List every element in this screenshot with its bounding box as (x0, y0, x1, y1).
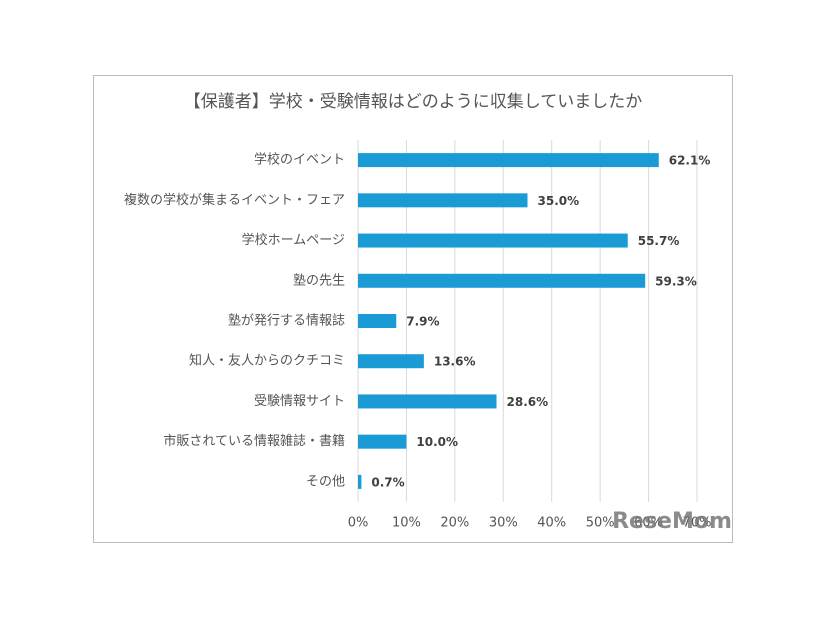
value-label: 59.3% (655, 274, 697, 288)
bar (358, 314, 397, 328)
x-tick-label: 40% (537, 516, 566, 531)
bar (358, 193, 528, 208)
y-tick-label: 塾の先生 (293, 272, 345, 288)
chart-title: 【保護者】学校・受験情報はどのように収集していましたか (184, 92, 643, 112)
value-label: 0.7% (371, 475, 404, 489)
value-label: 10.0% (416, 435, 458, 449)
x-tick-label: 50% (586, 516, 615, 531)
value-label: 28.6% (507, 395, 549, 409)
x-tick-label: 60% (634, 516, 663, 531)
bar (358, 434, 407, 449)
bar (358, 153, 659, 168)
x-tick-label: 70% (683, 516, 712, 531)
bar (358, 354, 424, 369)
bar (358, 273, 646, 288)
x-tick-label: 30% (489, 516, 518, 531)
y-tick-label: 学校のイベント (254, 152, 345, 168)
y-tick-label: 複数の学校が集まるイベント・フェア (124, 192, 345, 208)
y-tick-label: その他 (306, 474, 345, 489)
value-label: 62.1% (669, 154, 711, 168)
y-tick-label: 学校ホームページ (242, 232, 345, 248)
x-tick-label: 20% (440, 516, 469, 531)
value-label: 13.6% (434, 355, 476, 369)
y-tick-label: 受験情報サイト (254, 394, 345, 409)
bar (358, 474, 362, 489)
x-tick-label: 10% (392, 516, 421, 531)
bar (358, 394, 497, 409)
y-tick-label: 知人・友人からのクチコミ (189, 353, 345, 369)
bar (358, 233, 628, 248)
y-tick-label: 市販されている情報雑誌・書籍 (163, 433, 345, 449)
value-label: 55.7% (638, 234, 680, 248)
value-label: 7.9% (406, 315, 439, 329)
value-label: 35.0% (538, 194, 580, 208)
y-tick-label: 塾が発行する情報誌 (228, 313, 345, 329)
watermark: ReseMom (612, 509, 732, 534)
x-tick-label: 0% (348, 516, 369, 531)
chart-frame (93, 75, 733, 543)
